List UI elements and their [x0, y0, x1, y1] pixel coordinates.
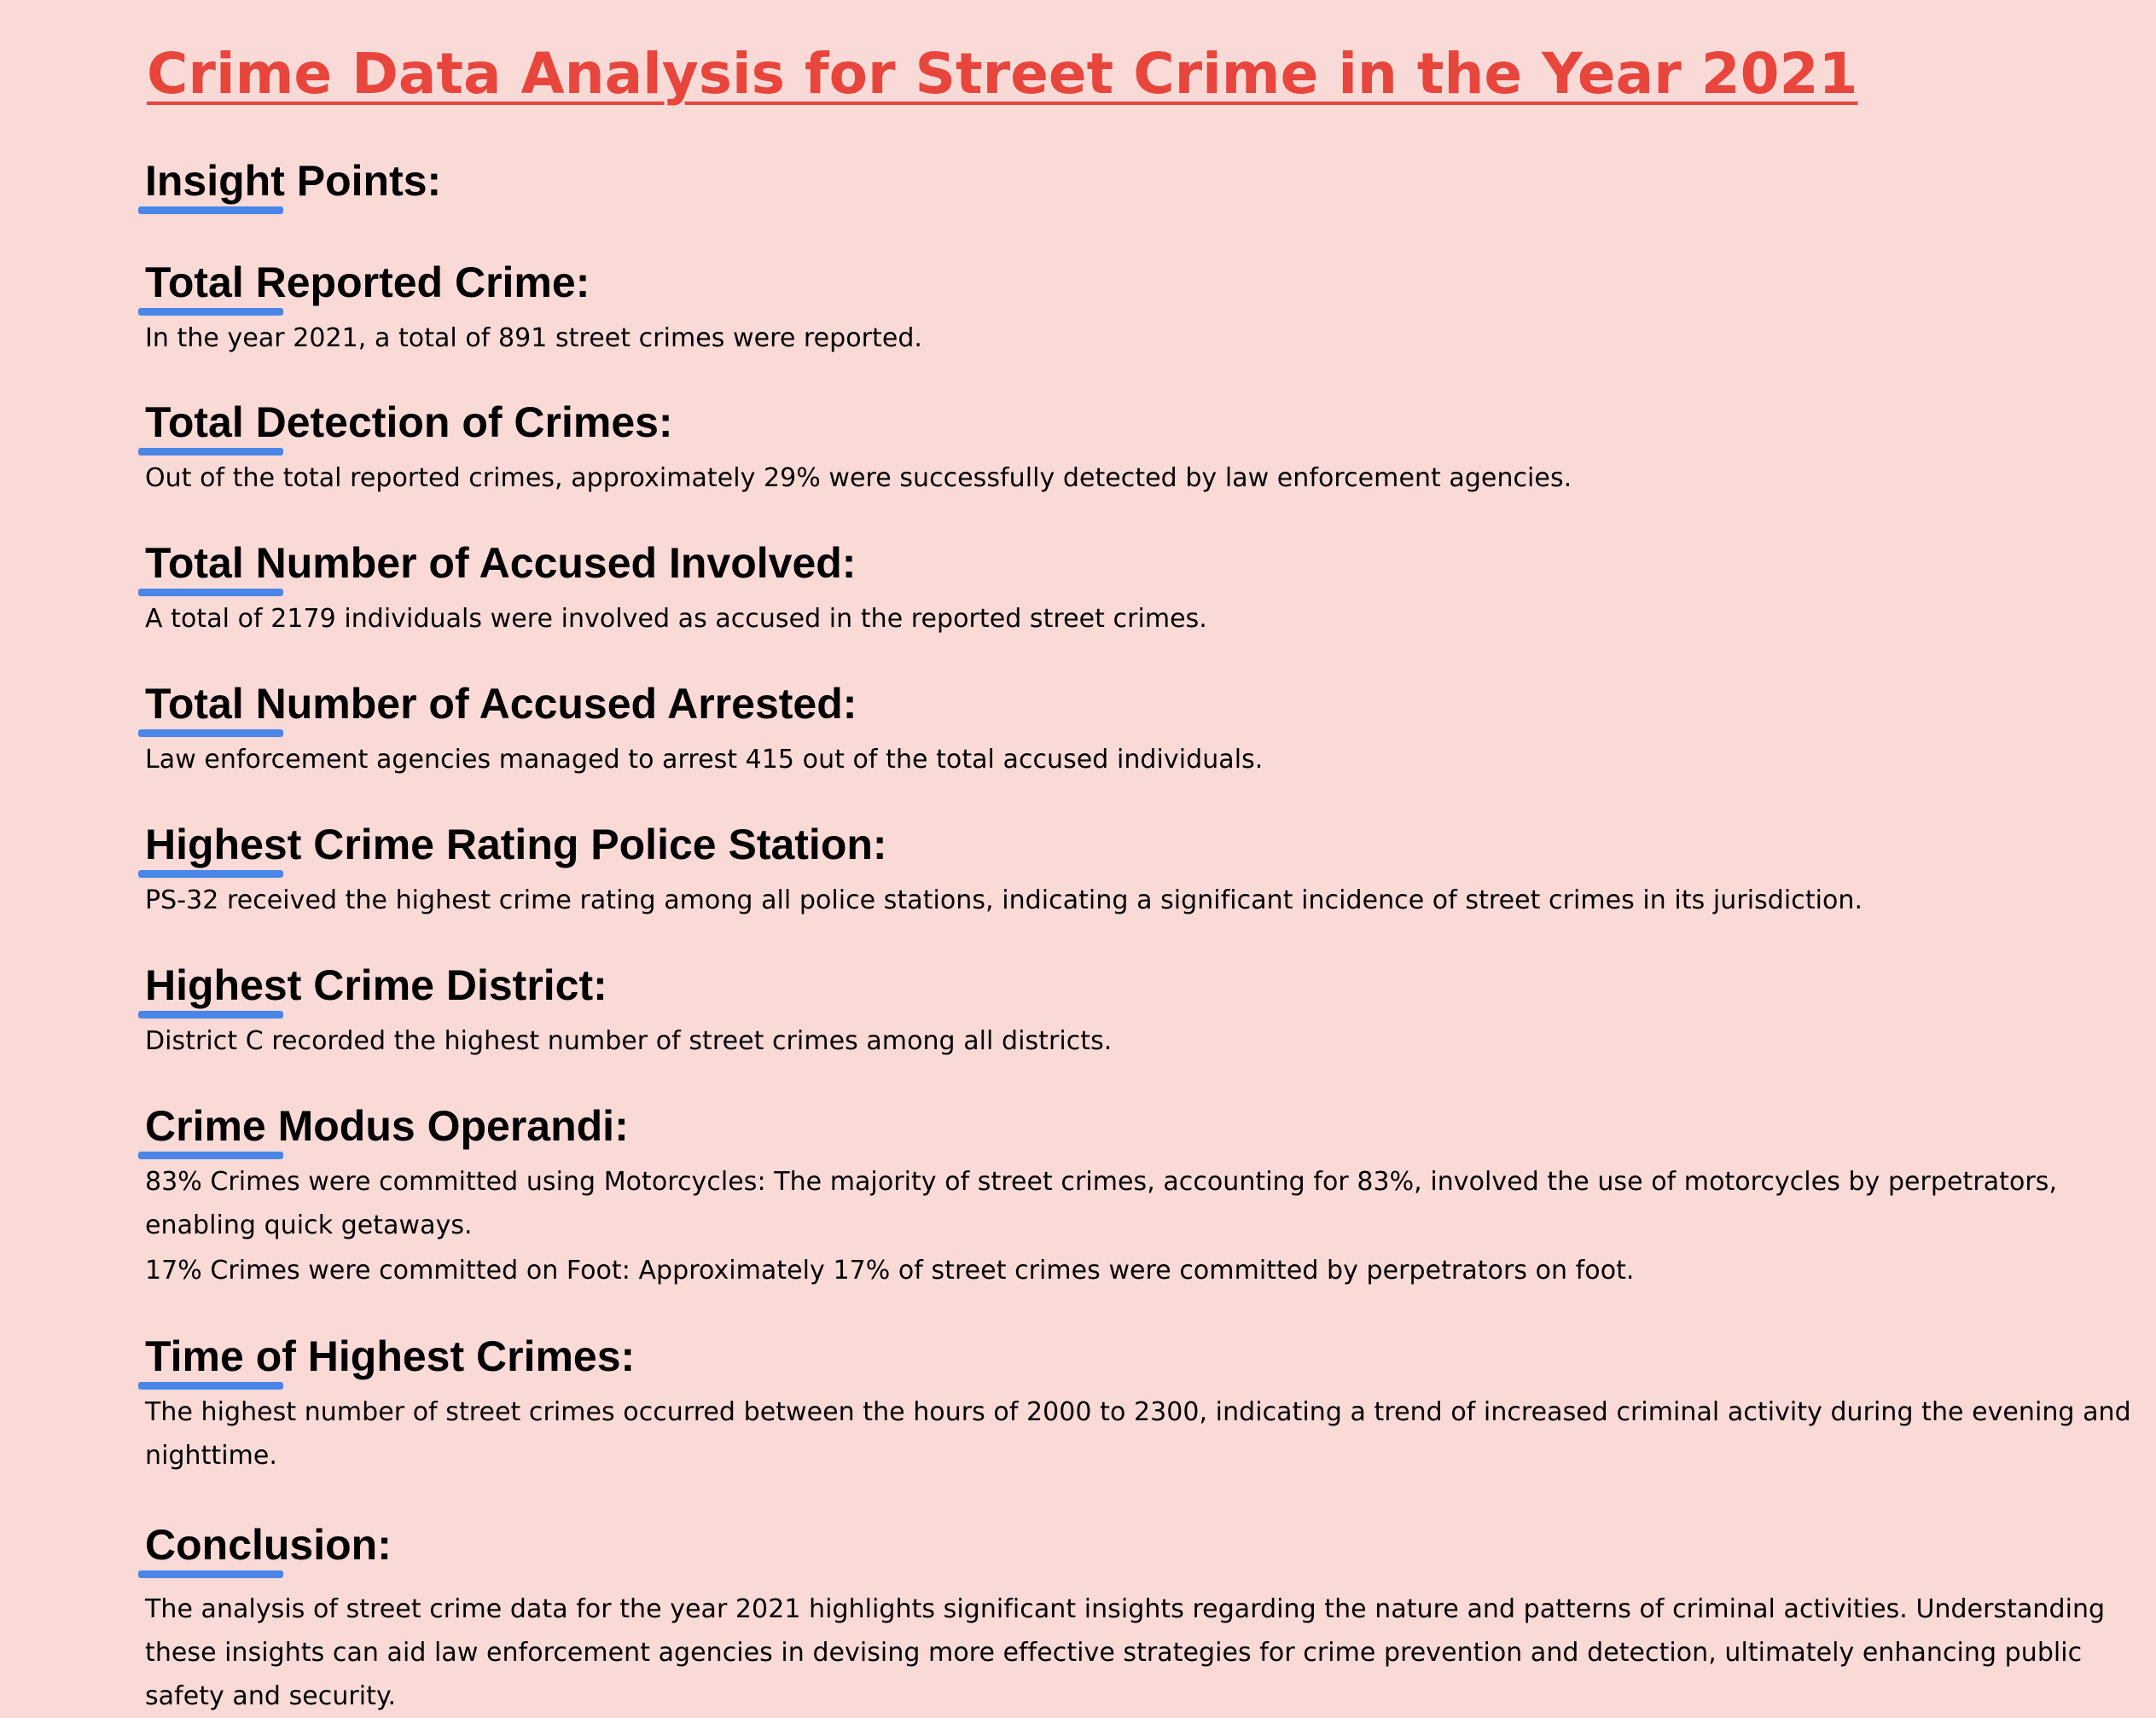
section-paragraph: The highest number of street crimes occu… [145, 1397, 2131, 1471]
heading-accent-bar [138, 589, 283, 596]
section-heading: Conclusion: [145, 1521, 392, 1569]
heading-accent-bar [138, 729, 283, 737]
section-paragraph: A total of 2179 individuals were involve… [145, 604, 1207, 634]
heading-accent-bar [138, 206, 283, 214]
section-paragraph: The analysis of street crime data for th… [145, 1594, 2106, 1711]
heading-accent-bar [138, 1011, 283, 1019]
section-heading: Time of Highest Crimes: [145, 1332, 636, 1380]
section-heading: Highest Crime District: [145, 961, 607, 1009]
heading-accent-bar [138, 870, 283, 878]
section-paragraph: Out of the total reported crimes, approx… [145, 463, 1572, 493]
heading-accent-bar [138, 1570, 283, 1578]
insight-points-heading: Insight Points: [145, 157, 442, 205]
heading-accent-bar [138, 308, 283, 316]
heading-accent-bar [138, 1152, 283, 1159]
heading-accent-bar [138, 448, 283, 456]
section-paragraph: PS-32 received the highest crime rating … [145, 885, 1863, 915]
section-paragraph: 83% Crimes were committed using Motorcyc… [145, 1167, 2058, 1240]
page-title: Crime Data Analysis for Street Crime in … [147, 41, 1858, 107]
section-heading: Total Number of Accused Arrested: [145, 680, 857, 728]
section-paragraph: District C recorded the highest number o… [145, 1026, 1113, 1056]
section-heading: Crime Modus Operandi: [145, 1102, 629, 1150]
section-paragraph: 17% Crimes were committed on Foot: Appro… [145, 1256, 1635, 1286]
heading-accent-bar [138, 1382, 283, 1390]
section-heading: Total Reported Crime: [145, 258, 590, 306]
section-heading: Total Detection of Crimes: [145, 398, 673, 446]
section-heading: Highest Crime Rating Police Station: [145, 821, 887, 868]
section-paragraph: In the year 2021, a total of 891 street … [145, 323, 923, 353]
section-heading: Total Number of Accused Involved: [145, 539, 857, 587]
section-paragraph: Law enforcement agencies managed to arre… [145, 745, 1264, 775]
